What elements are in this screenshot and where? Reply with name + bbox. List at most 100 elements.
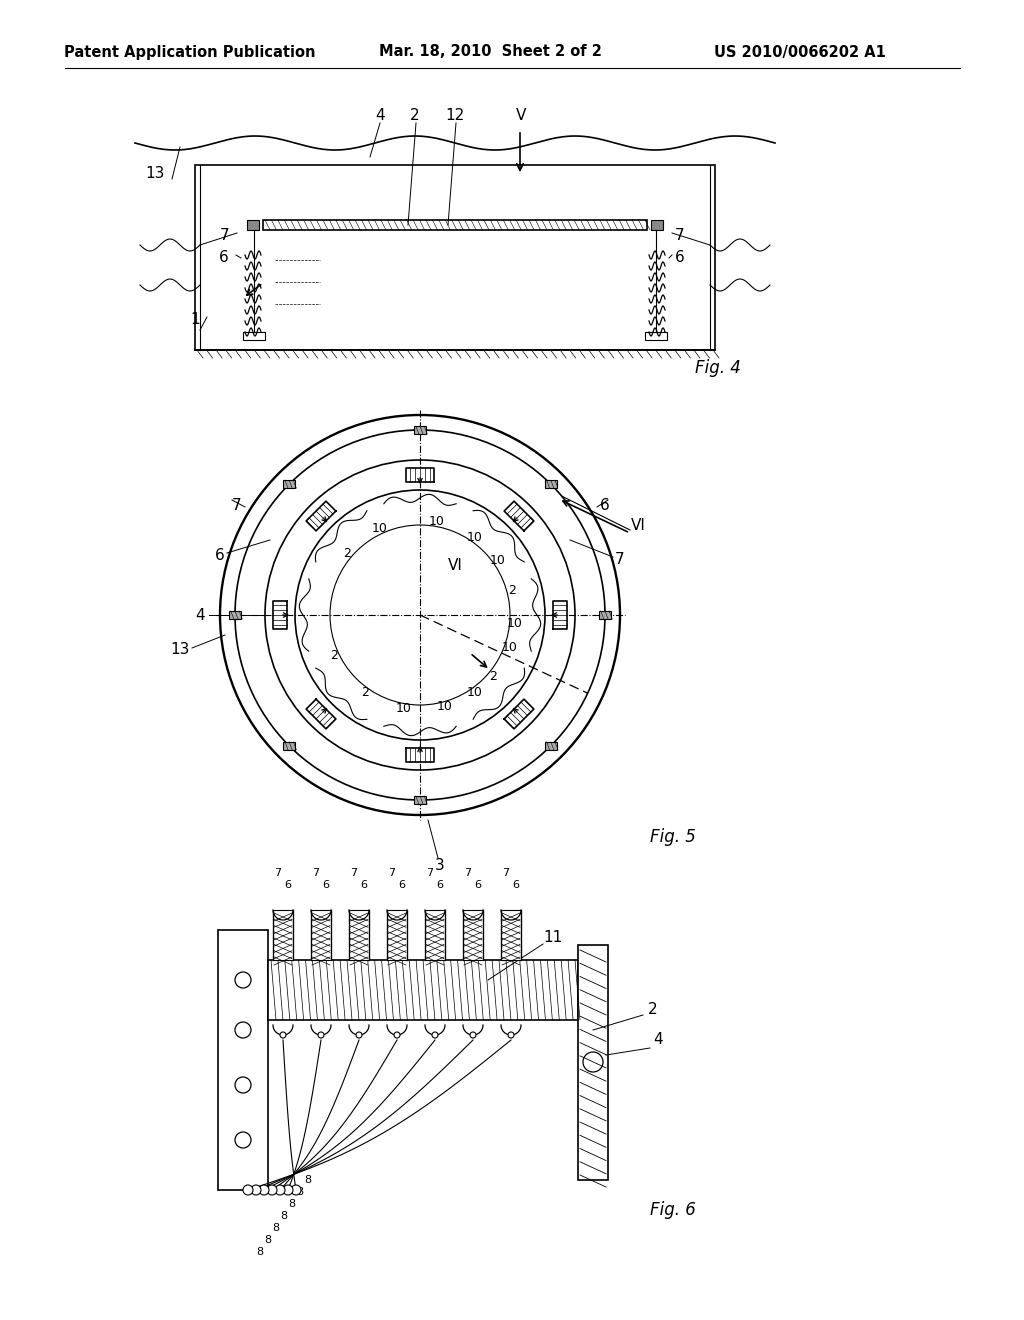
Bar [599,611,611,619]
Polygon shape [273,601,287,630]
Text: 2: 2 [343,548,351,561]
Text: 10: 10 [507,616,522,630]
Text: 7: 7 [232,498,242,512]
Text: 8: 8 [264,1236,271,1245]
Text: VI: VI [447,557,463,573]
Text: 10: 10 [467,531,482,544]
Text: 10: 10 [395,702,412,715]
Text: 11: 11 [544,931,562,945]
Bar [414,426,426,434]
Text: 8: 8 [289,1199,296,1209]
Text: 13: 13 [145,165,165,181]
Bar [218,931,268,1191]
Text: 10: 10 [429,515,444,528]
Text: 13: 13 [170,643,189,657]
Text: 7: 7 [274,869,282,878]
Text: 6: 6 [675,251,685,265]
Circle shape [234,1077,251,1093]
Bar [284,480,295,488]
Text: 8: 8 [296,1187,303,1197]
Text: 2: 2 [330,648,338,661]
Text: 8: 8 [281,1210,288,1221]
Text: 8: 8 [256,1247,263,1257]
Text: Fig. 5: Fig. 5 [650,828,696,846]
Text: US 2010/0066202 A1: US 2010/0066202 A1 [714,45,886,59]
Text: 7: 7 [426,869,433,878]
Text: 7: 7 [350,869,357,878]
Text: Patent Application Publication: Patent Application Publication [65,45,315,59]
Text: 6: 6 [474,880,481,890]
Circle shape [432,1032,438,1038]
Text: 6: 6 [600,498,610,512]
Text: 10: 10 [436,701,453,713]
Circle shape [243,1185,253,1195]
Bar [349,909,369,960]
Text: 3: 3 [435,858,444,873]
Circle shape [291,1185,301,1195]
Polygon shape [306,700,336,729]
Text: Fig. 6: Fig. 6 [650,1201,696,1218]
Text: 6: 6 [323,880,330,890]
Text: 2: 2 [411,107,420,123]
Bar [545,742,557,750]
Text: 6: 6 [512,880,519,890]
Text: Fig. 4: Fig. 4 [695,359,741,378]
Text: V: V [516,107,526,123]
Text: 2: 2 [648,1002,657,1018]
Text: 10: 10 [467,686,482,700]
Text: 7: 7 [388,869,395,878]
Bar [195,165,715,350]
Text: 4: 4 [196,607,205,623]
Text: 12: 12 [445,107,465,123]
Bar [284,742,295,750]
Text: 7: 7 [675,227,685,243]
Circle shape [583,1052,603,1072]
Circle shape [234,972,251,987]
Text: 10: 10 [489,554,506,568]
Text: Mar. 18, 2010  Sheet 2 of 2: Mar. 18, 2010 Sheet 2 of 2 [379,45,601,59]
Text: 6: 6 [219,251,229,265]
Bar [273,909,293,960]
Circle shape [356,1032,362,1038]
Text: 6: 6 [398,880,406,890]
Bar [501,909,521,960]
Text: 7: 7 [312,869,319,878]
Polygon shape [306,502,336,531]
Text: 7: 7 [465,869,472,878]
Text: 6: 6 [436,880,443,890]
Text: 6: 6 [215,548,225,562]
Text: 4: 4 [375,107,385,123]
Bar [463,909,483,960]
Bar [545,480,557,488]
Bar [651,220,663,230]
Text: 6: 6 [360,880,368,890]
Bar [414,796,426,804]
Text: 4: 4 [653,1032,663,1048]
Circle shape [267,1185,278,1195]
Circle shape [394,1032,400,1038]
Bar [425,909,445,960]
Circle shape [280,1032,286,1038]
Circle shape [234,1022,251,1038]
Text: 2: 2 [508,583,516,597]
Text: 8: 8 [304,1175,311,1185]
Bar [387,909,407,960]
Polygon shape [406,469,434,482]
Polygon shape [406,748,434,762]
Circle shape [251,1185,261,1195]
Text: 1: 1 [190,313,200,327]
Text: 7: 7 [503,869,510,878]
Text: VI: VI [631,517,645,532]
Circle shape [508,1032,514,1038]
Bar [243,333,265,341]
Text: 8: 8 [272,1224,280,1233]
Bar [229,611,241,619]
Text: 7: 7 [220,227,229,243]
Circle shape [275,1185,285,1195]
Bar [268,960,578,1020]
Circle shape [470,1032,476,1038]
Bar [645,333,667,341]
Bar [247,220,259,230]
Circle shape [318,1032,324,1038]
Text: 7: 7 [615,553,625,568]
